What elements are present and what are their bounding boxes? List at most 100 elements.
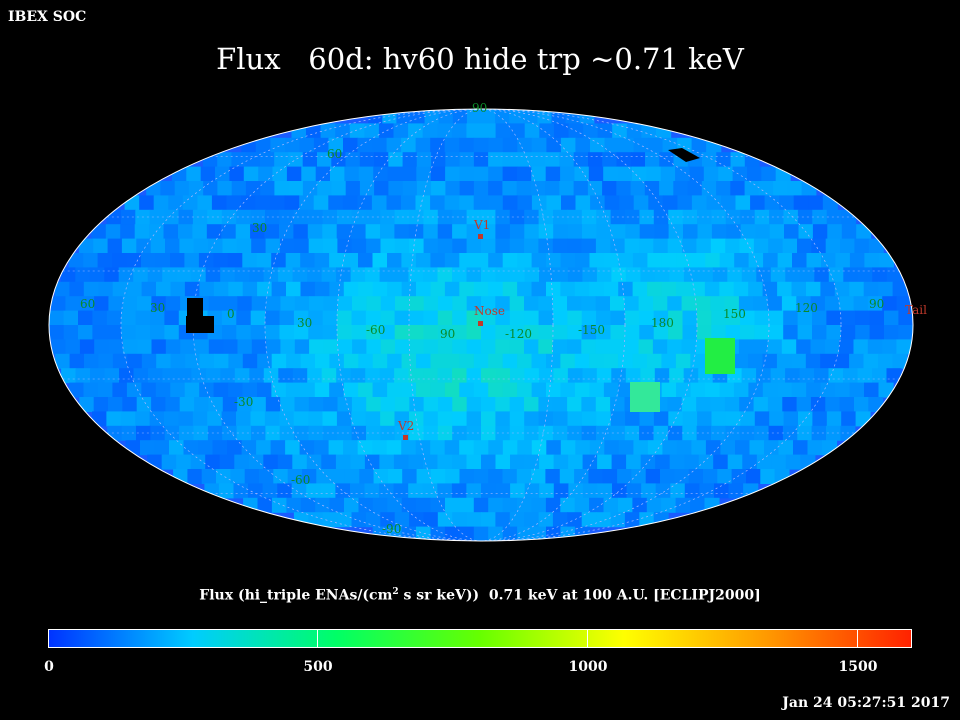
flux-pixel [481, 512, 496, 528]
flux-pixel [797, 310, 813, 326]
flux-pixel [853, 296, 869, 312]
flux-pixel [387, 253, 403, 268]
flux-pixel [171, 166, 187, 182]
flux-pixel [217, 181, 233, 196]
flux-pixel [502, 195, 518, 211]
flux-pixel [191, 368, 207, 384]
flux-pixel [141, 353, 157, 369]
flux-pixel [69, 281, 85, 297]
flux-pixel [824, 296, 840, 312]
flux-pixel [169, 440, 185, 456]
flux-pixel [234, 368, 250, 384]
flux-pixel [567, 339, 582, 355]
flux-pixel [336, 224, 352, 240]
flux-pixel [108, 296, 124, 312]
flux-pixel [271, 281, 287, 297]
flux-pixel [727, 454, 743, 470]
flux-pixel [699, 483, 715, 499]
flux-pixel [408, 368, 424, 384]
flux-pixel [886, 267, 902, 283]
flux-pixel [639, 238, 654, 254]
flux-pixel [661, 353, 677, 369]
flux-pixel [884, 325, 899, 340]
flux-pixel [394, 368, 410, 384]
flux-pixel [112, 253, 128, 268]
flux-pixel [546, 440, 562, 456]
flux-pixel [495, 310, 511, 326]
flux-pixel [386, 137, 402, 153]
flux-pixel [299, 137, 315, 153]
flux-pixel [473, 281, 489, 297]
flux-pixel [98, 382, 114, 398]
flux-pixel [337, 310, 353, 326]
flux-pixel [720, 440, 736, 456]
flux-pixel [517, 195, 533, 211]
flux-pixel [208, 296, 224, 312]
flux-pixel [423, 512, 439, 528]
flux-pixel [257, 497, 273, 513]
flux-pixel [223, 339, 238, 355]
flux-pixel [502, 152, 518, 168]
flux-pixel [843, 267, 859, 283]
colorbar-label-superscript: 2 [392, 587, 399, 597]
flux-pixel [524, 397, 539, 412]
flux-pixel [409, 411, 424, 427]
flux-pixel [618, 353, 634, 369]
flux-pixel [711, 411, 727, 427]
flux-pixel [509, 411, 525, 427]
flux-pixel [509, 512, 525, 528]
flux-pixel [473, 497, 489, 513]
flux-pixel [884, 310, 899, 326]
flux-pixel [380, 224, 395, 240]
flux-pixel [538, 397, 554, 412]
flux-pixel [886, 368, 902, 384]
flux-pixel [538, 310, 554, 326]
flux-pixel [473, 440, 489, 456]
flux-pixel [668, 411, 684, 427]
flux-pixel [826, 411, 842, 427]
flux-pixel [208, 339, 224, 355]
flux-pixel [473, 195, 489, 211]
flux-pixel [437, 411, 453, 427]
flux-pixel [703, 166, 719, 182]
flux-pixel [452, 512, 468, 528]
flux-pixel [230, 469, 246, 484]
flux-pixel [430, 353, 446, 369]
flux-pixel [639, 411, 655, 427]
flux-pixel [617, 469, 632, 484]
flux-pixel [502, 281, 518, 297]
flux-pixel [683, 267, 699, 283]
flux-pixel [344, 469, 360, 484]
flux-pixel [75, 267, 91, 283]
flux-pixel [387, 497, 403, 513]
flux-pixel [583, 123, 599, 139]
flux-pixel [151, 397, 166, 412]
flux-pixel [294, 339, 310, 355]
flux-pixel [760, 469, 776, 484]
flux-pixel [321, 267, 337, 283]
flux-pixel [309, 339, 324, 355]
flux-pixel [697, 209, 712, 225]
flux-pixel [769, 209, 785, 225]
flux-pixel [323, 296, 339, 312]
flux-pixel [307, 267, 323, 283]
flux-pixel [148, 368, 164, 384]
flux-pixel [648, 137, 664, 153]
flux-pixel [481, 310, 496, 326]
flux-pixel [596, 411, 612, 427]
flux-pixel [517, 137, 533, 153]
flux-pixel [516, 181, 532, 196]
flux-pixel [878, 253, 894, 268]
flux-pixel [626, 454, 642, 470]
flux-pixel [251, 296, 267, 312]
flux-pixel [78, 238, 94, 254]
flux-pixel [581, 425, 597, 441]
flux-pixel [351, 425, 367, 441]
flux-pixel [775, 166, 791, 182]
flux-pixel [104, 368, 120, 384]
flux-pixel [581, 397, 597, 412]
flux-pixel [423, 238, 439, 254]
flux-pixel [466, 411, 482, 427]
flux-pixel [655, 483, 671, 499]
flux-pixel [271, 382, 287, 398]
